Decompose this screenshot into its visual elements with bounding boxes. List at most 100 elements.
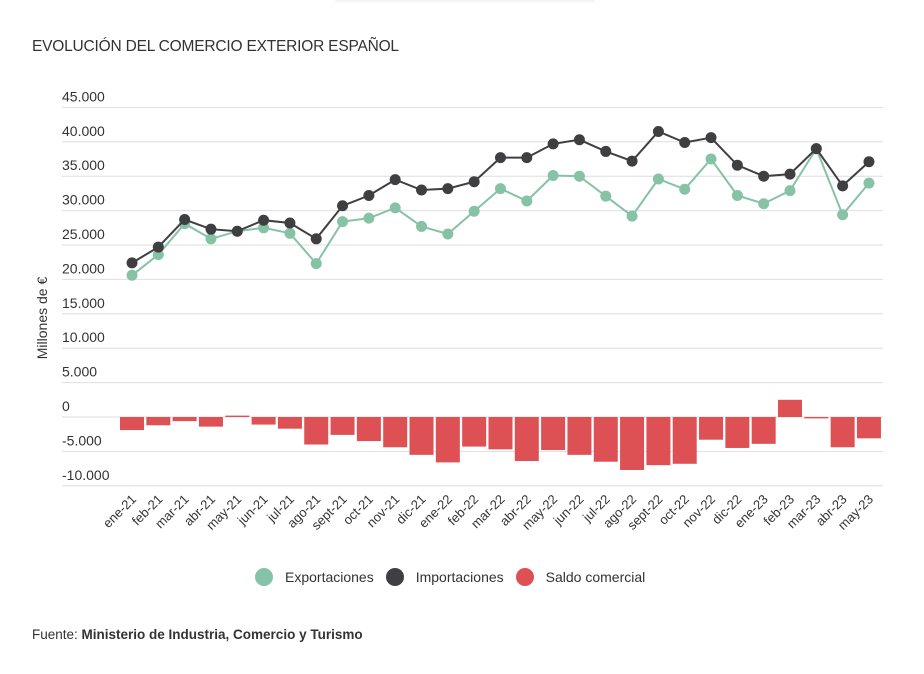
saldo-bar[interactable] — [488, 417, 513, 450]
importaciones-point[interactable] — [626, 155, 638, 167]
importaciones-point[interactable] — [337, 200, 349, 212]
exportaciones-point[interactable] — [363, 212, 375, 224]
importaciones-point[interactable] — [310, 233, 322, 245]
exportaciones-point[interactable] — [547, 170, 559, 182]
x-axis-ticks: ene-21feb-21mar-21abr-21may-21jun-21jul-… — [100, 492, 876, 533]
saldo-bar[interactable] — [804, 417, 829, 419]
importaciones-series — [126, 125, 875, 269]
legend-item-saldo[interactable]: Saldo comercial — [515, 568, 645, 586]
exportaciones-series — [126, 143, 875, 281]
saldo-bar[interactable] — [699, 417, 724, 440]
legend-item-importaciones[interactable]: Importaciones — [385, 568, 504, 586]
legend: Exportaciones Importaciones Saldo comerc… — [255, 568, 657, 586]
saldo-bar[interactable] — [409, 417, 434, 455]
y-tick-label: -5.000 — [62, 432, 102, 448]
importaciones-point[interactable] — [705, 132, 717, 144]
exportaciones-point[interactable] — [652, 173, 664, 185]
exportaciones-point[interactable] — [784, 185, 796, 197]
importaciones-point[interactable] — [205, 223, 217, 235]
exportaciones-point[interactable] — [205, 233, 217, 245]
saldo-bar[interactable] — [304, 417, 329, 445]
importaciones-point[interactable] — [468, 176, 480, 188]
saldo-bar[interactable] — [856, 417, 881, 439]
saldo-bar[interactable] — [514, 417, 539, 462]
saldo-bar[interactable] — [778, 399, 802, 417]
exportaciones-point[interactable] — [468, 205, 480, 217]
importaciones-point[interactable] — [810, 143, 822, 155]
importaciones-point[interactable] — [416, 184, 428, 196]
saldo-bar[interactable] — [435, 417, 460, 463]
saldo-bar[interactable] — [383, 417, 408, 448]
importaciones-point[interactable] — [679, 136, 691, 148]
exportaciones-point[interactable] — [389, 202, 401, 214]
exportaciones-point[interactable] — [442, 228, 454, 240]
exportaciones-point[interactable] — [863, 177, 875, 189]
exportaciones-point[interactable] — [679, 183, 691, 195]
exportaciones-point[interactable] — [284, 227, 296, 239]
importaciones-point[interactable] — [152, 241, 164, 253]
y-tick-label: 35.000 — [62, 157, 105, 173]
saldo-bar[interactable] — [646, 417, 671, 466]
exportaciones-point[interactable] — [416, 220, 428, 232]
saldo-bar[interactable] — [620, 417, 645, 470]
saldo-bar[interactable] — [172, 417, 197, 422]
importaciones-point[interactable] — [126, 257, 138, 269]
saldo-bar[interactable] — [277, 417, 302, 429]
x-tick-label: ene-21 — [100, 492, 139, 531]
exportaciones-point[interactable] — [494, 183, 506, 195]
exportaciones-point[interactable] — [705, 153, 717, 165]
importaciones-point[interactable] — [389, 174, 401, 186]
importaciones-point[interactable] — [363, 189, 375, 201]
saldo-bar[interactable] — [146, 417, 171, 426]
y-axis-ticks: 45.000 40.000 35.000 30.000 25.000 20.000 15.0… — [62, 88, 110, 482]
saldo-bar[interactable] — [225, 415, 250, 417]
exportaciones-point[interactable] — [337, 216, 349, 228]
saldo-bar[interactable] — [567, 417, 592, 455]
exportaciones-point[interactable] — [152, 249, 164, 261]
exportaciones-point[interactable] — [758, 198, 770, 210]
legend-item-exportaciones[interactable]: Exportaciones — [255, 568, 374, 586]
saldo-bar[interactable] — [198, 417, 223, 427]
exportaciones-point[interactable] — [126, 269, 138, 281]
importaciones-point[interactable] — [179, 214, 191, 226]
saldo-bar[interactable] — [751, 417, 776, 444]
importaciones-point[interactable] — [784, 168, 796, 180]
saldo-bar[interactable] — [356, 417, 381, 442]
y-tick-label: 25.000 — [62, 226, 105, 242]
y-tick-label: 45.000 — [62, 88, 105, 104]
importaciones-point[interactable] — [863, 156, 875, 168]
top-shadow — [335, 0, 595, 4]
exportaciones-point[interactable] — [837, 209, 849, 221]
importaciones-point[interactable] — [231, 225, 243, 237]
saldo-bar[interactable] — [251, 417, 276, 425]
chart-title: EVOLUCIÓN DEL COMERCIO EXTERIOR ESPAÑOL — [32, 38, 399, 55]
saldo-bar[interactable] — [330, 417, 355, 435]
importaciones-point[interactable] — [573, 134, 585, 146]
importaciones-point[interactable] — [652, 125, 664, 137]
saldo-bar[interactable] — [541, 417, 566, 451]
importaciones-point[interactable] — [521, 152, 533, 164]
importaciones-point[interactable] — [600, 145, 612, 157]
importaciones-point[interactable] — [442, 183, 454, 195]
exportaciones-point[interactable] — [600, 190, 612, 202]
saldo-bar[interactable] — [462, 417, 487, 447]
saldo-bar[interactable] — [830, 417, 855, 448]
importaciones-point[interactable] — [258, 214, 270, 226]
saldo-bar[interactable] — [593, 417, 618, 462]
exportaciones-point[interactable] — [626, 210, 638, 222]
saldo-bar[interactable] — [725, 417, 750, 448]
exportaciones-point[interactable] — [258, 222, 270, 234]
exportaciones-point[interactable] — [731, 189, 743, 201]
exportaciones-point[interactable] — [310, 258, 322, 270]
exportaciones-point[interactable] — [521, 195, 533, 207]
importaciones-point[interactable] — [758, 170, 770, 182]
saldo-bar[interactable] — [120, 417, 144, 431]
saldo-bar[interactable] — [672, 417, 697, 464]
importaciones-point[interactable] — [837, 180, 849, 192]
y-tick-label: 20.000 — [62, 260, 105, 276]
importaciones-point[interactable] — [494, 152, 506, 164]
importaciones-point[interactable] — [547, 138, 559, 150]
exportaciones-point[interactable] — [573, 170, 585, 182]
importaciones-point[interactable] — [284, 217, 296, 229]
importaciones-point[interactable] — [731, 159, 743, 171]
